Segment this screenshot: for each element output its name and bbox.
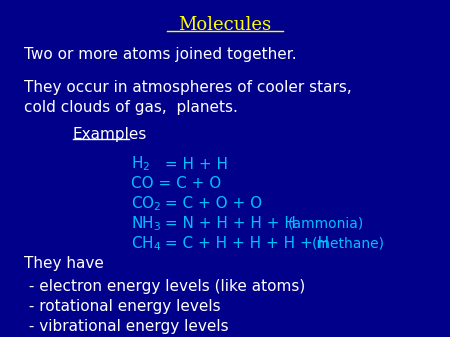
Text: cold clouds of gas,  planets.: cold clouds of gas, planets. xyxy=(24,100,238,115)
Text: = C + O + O: = C + O + O xyxy=(160,196,262,211)
Text: Molecules: Molecules xyxy=(179,16,271,34)
Text: H$_2$: H$_2$ xyxy=(131,155,150,173)
Text: NH$_3$: NH$_3$ xyxy=(131,214,162,233)
Text: - electron energy levels (like atoms): - electron energy levels (like atoms) xyxy=(24,279,305,294)
Text: They occur in atmospheres of cooler stars,: They occur in atmospheres of cooler star… xyxy=(24,80,351,95)
Text: = H + H: = H + H xyxy=(160,156,228,172)
Text: Two or more atoms joined together.: Two or more atoms joined together. xyxy=(24,47,297,62)
Text: = C + H + H + H + H: = C + H + H + H + H xyxy=(160,236,334,251)
Text: = N + H + H + H: = N + H + H + H xyxy=(160,216,301,231)
Text: Examples: Examples xyxy=(73,127,147,142)
Text: (ammonia): (ammonia) xyxy=(288,217,364,231)
Text: They have: They have xyxy=(24,256,104,271)
Text: - rotational energy levels: - rotational energy levels xyxy=(24,299,220,314)
Text: - vibrational energy levels: - vibrational energy levels xyxy=(24,319,228,334)
Text: (methane): (methane) xyxy=(311,237,384,251)
Text: CO$_2$: CO$_2$ xyxy=(131,194,162,213)
Text: CH$_4$: CH$_4$ xyxy=(131,234,162,253)
Text: CO = C + O: CO = C + O xyxy=(131,177,221,191)
